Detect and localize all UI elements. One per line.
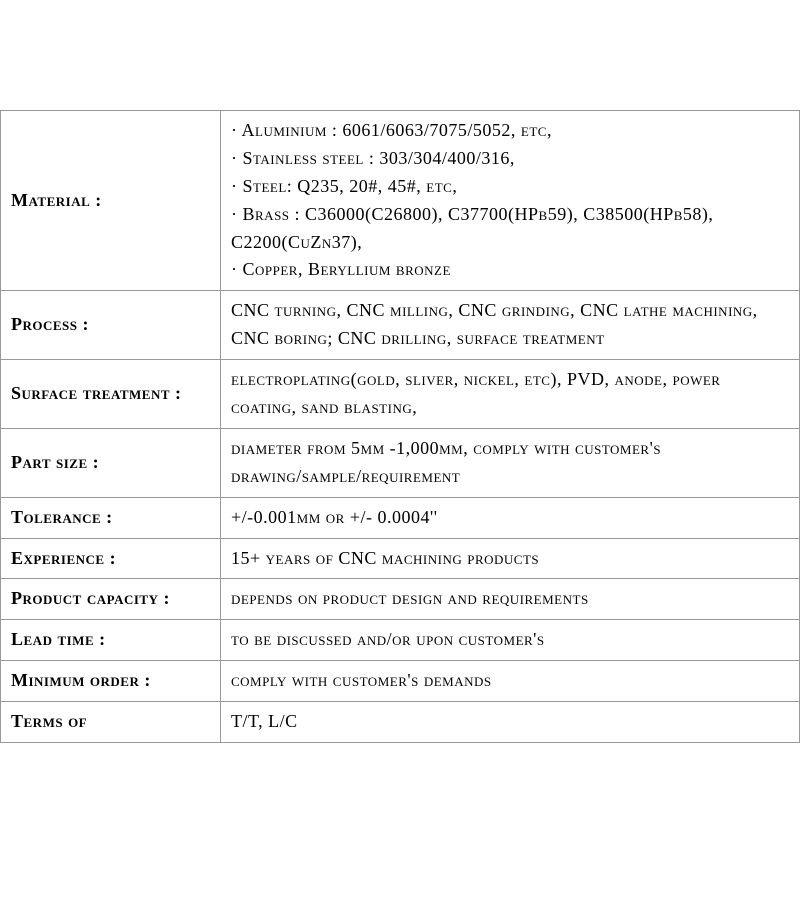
table-row: Tolerance :+/-0.001mm or +/- 0.0004'' (1, 497, 800, 538)
spec-table: Material :Aluminium : 6061/6063/7075/505… (0, 110, 800, 743)
table-row: Process :CNC turning, CNC milling, CNC g… (1, 291, 800, 360)
material-list-item: Aluminium : 6061/6063/7075/5052, etc, (231, 117, 789, 145)
table-row: Material :Aluminium : 6061/6063/7075/505… (1, 111, 800, 291)
material-list-item: Stainless steel : 303/304/400/316, (231, 145, 789, 173)
material-list-item: Copper, Beryllium bronze (231, 256, 789, 284)
row-label: Process : (1, 291, 221, 360)
row-label: Experience : (1, 538, 221, 579)
row-value: 15+ years of CNC machining products (221, 538, 800, 579)
row-value: comply with customer's demands (221, 661, 800, 702)
spec-table-body: Material :Aluminium : 6061/6063/7075/505… (1, 111, 800, 743)
table-row: Lead time :to be discussed and/or upon c… (1, 620, 800, 661)
table-row: Minimum order :comply with customer's de… (1, 661, 800, 702)
material-list-item: Steel: Q235, 20#, 45#, etc, (231, 173, 789, 201)
row-value: depends on product design and requiremen… (221, 579, 800, 620)
row-label: Minimum order : (1, 661, 221, 702)
row-value: Aluminium : 6061/6063/7075/5052, etc,Sta… (221, 111, 800, 291)
material-list-item: Brass : C36000(C26800), C37700(HPb59), C… (231, 201, 789, 257)
table-row: Experience :15+ years of CNC machining p… (1, 538, 800, 579)
table-row: Terms ofT/T, L/C (1, 702, 800, 743)
table-row: Product capacity :depends on product des… (1, 579, 800, 620)
row-label: Terms of (1, 702, 221, 743)
table-row: Surface treatment :electroplating(gold, … (1, 360, 800, 429)
material-list: Aluminium : 6061/6063/7075/5052, etc,Sta… (231, 117, 789, 284)
row-value: CNC turning, CNC milling, CNC grinding, … (221, 291, 800, 360)
row-label: Part size : (1, 428, 221, 497)
row-value: +/-0.001mm or +/- 0.0004'' (221, 497, 800, 538)
row-label: Product capacity : (1, 579, 221, 620)
row-value: T/T, L/C (221, 702, 800, 743)
row-label: Material : (1, 111, 221, 291)
row-label: Tolerance : (1, 497, 221, 538)
row-value: diameter from 5mm -1,000mm, comply with … (221, 428, 800, 497)
row-value: to be discussed and/or upon customer's (221, 620, 800, 661)
row-label: Surface treatment : (1, 360, 221, 429)
row-value: electroplating(gold, sliver, nickel, etc… (221, 360, 800, 429)
row-label: Lead time : (1, 620, 221, 661)
table-row: Part size :diameter from 5mm -1,000mm, c… (1, 428, 800, 497)
